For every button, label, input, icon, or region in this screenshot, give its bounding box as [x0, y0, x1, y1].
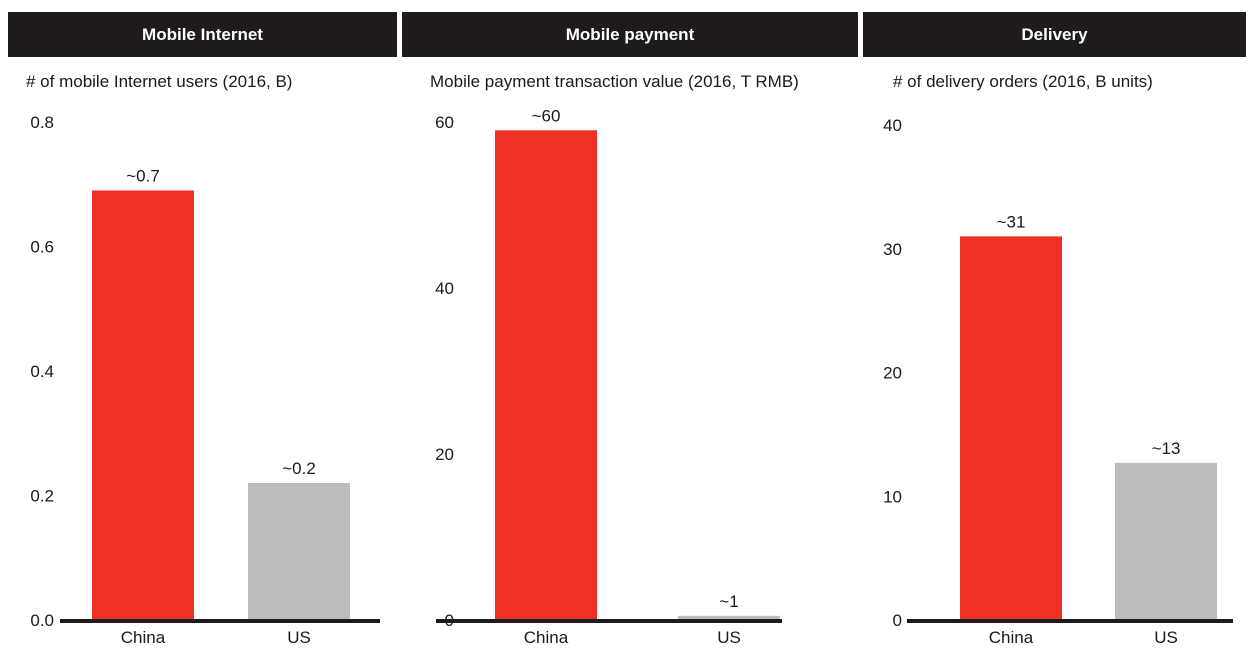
- panel-delivery: Delivery # of delivery orders (2016, B u…: [863, 0, 1246, 648]
- panel-header: Mobile payment: [402, 12, 858, 57]
- x-category-label: China: [121, 628, 166, 647]
- y-tick-label: 0: [893, 611, 902, 630]
- panel-mobile-internet: Mobile Internet # of mobile Internet use…: [8, 0, 397, 648]
- chart-subtitle: Mobile payment transaction value (2016, …: [430, 72, 799, 91]
- bar-china: [92, 190, 194, 620]
- x-category-label: US: [717, 628, 741, 647]
- data-label: ~31: [997, 212, 1026, 231]
- bar-china: [960, 236, 1062, 620]
- x-category-label: US: [287, 628, 311, 647]
- y-tick-label: 20: [435, 445, 454, 464]
- y-tick-label: 0.0: [30, 611, 54, 630]
- y-tick-label: 40: [883, 116, 902, 135]
- y-tick-label: 40: [435, 279, 454, 298]
- y-tick-label: 20: [883, 364, 902, 383]
- data-label: ~0.2: [282, 459, 316, 478]
- bar-china: [495, 130, 597, 621]
- panel-header: Mobile Internet: [8, 12, 397, 57]
- y-tick-label: 0.6: [30, 238, 54, 257]
- data-label: ~0.7: [126, 166, 160, 185]
- bar-us: [678, 615, 780, 620]
- y-tick-label: 60: [435, 113, 454, 132]
- panel-header: Delivery: [863, 12, 1246, 57]
- bar-us: [1115, 462, 1217, 620]
- bar-chart: 0.0 0.2 0.4 0.6 0.8 ~0.7 China ~0.2 US: [30, 113, 380, 647]
- data-label: ~13: [1152, 439, 1181, 458]
- y-tick-label: 0.2: [30, 487, 54, 506]
- y-tick-label: 30: [883, 240, 902, 259]
- data-label: ~1: [719, 592, 738, 611]
- x-category-label: China: [524, 628, 569, 647]
- x-category-label: China: [989, 628, 1034, 647]
- panel-mobile-payment: Mobile payment Mobile payment transactio…: [402, 0, 858, 648]
- y-tick-label: 0.4: [30, 362, 54, 381]
- x-category-label: US: [1154, 628, 1178, 647]
- bar-us: [248, 483, 350, 620]
- y-tick-label: 0.8: [30, 113, 54, 132]
- chart-subtitle: # of mobile Internet users (2016, B): [26, 72, 293, 91]
- y-tick-label: 10: [883, 487, 902, 506]
- chart-subtitle: # of delivery orders (2016, B units): [893, 72, 1153, 91]
- data-label: ~60: [532, 106, 561, 125]
- bar-chart: 0 10 20 30 40 ~31 China ~13 US: [883, 116, 1233, 647]
